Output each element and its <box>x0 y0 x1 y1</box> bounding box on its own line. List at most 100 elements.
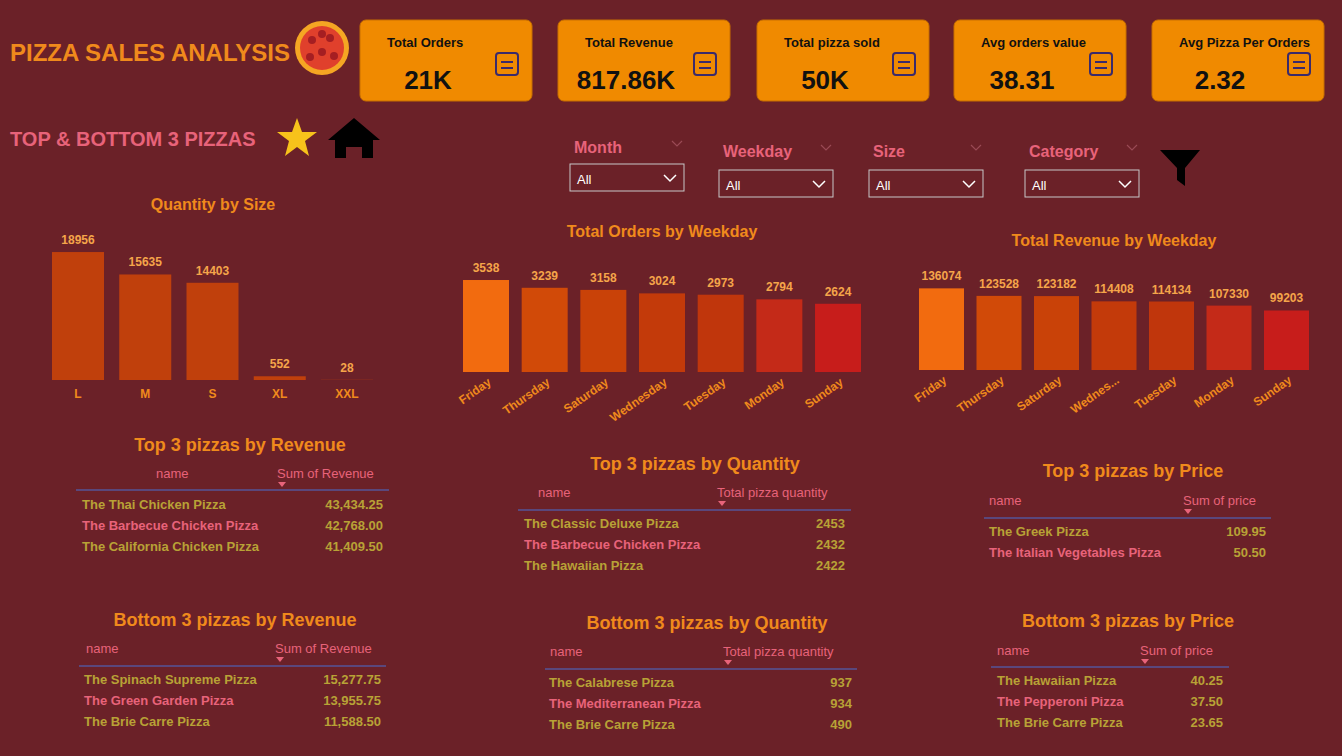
table: Bottom 3 pizzas by RevenuenameSum of Rev… <box>79 610 386 729</box>
kpi-label: Avg orders value <box>981 35 1086 50</box>
column-header: Total pizza quantity <box>723 644 834 659</box>
category-label: Sunday <box>1251 373 1295 410</box>
data-label: 99203 <box>1270 291 1304 305</box>
cell-value: 11,588.50 <box>324 714 381 729</box>
kpi-icon <box>1288 53 1310 75</box>
kpi-icon <box>893 53 915 75</box>
bar <box>919 288 964 370</box>
page-title: PIZZA SALES ANALYSIS <box>10 39 290 66</box>
data-label: 3024 <box>649 274 676 288</box>
chart-title: Total Orders by Weekday <box>567 223 758 240</box>
kpi-label: Total Revenue <box>585 35 673 50</box>
column-header: name <box>997 643 1030 658</box>
page-subtitle: TOP & BOTTOM 3 PIZZAS <box>10 128 256 150</box>
cell-value: 937 <box>830 675 852 690</box>
header-rule <box>545 668 857 669</box>
table-title: Bottom 3 pizzas by Revenue <box>113 610 356 630</box>
filter-label: Weekday <box>723 143 792 160</box>
kpi-card-bg <box>757 20 929 101</box>
bar <box>1034 296 1079 370</box>
data-label: 14403 <box>196 264 230 278</box>
filter-icon[interactable] <box>1160 150 1200 186</box>
kpi-value: 817.86K <box>577 65 676 95</box>
pepperoni <box>308 36 316 44</box>
table-title: Bottom 3 pizzas by Price <box>1022 611 1234 631</box>
cell-name: The Green Garden Pizza <box>84 693 234 708</box>
filter-chevron <box>821 145 831 150</box>
filter-box[interactable] <box>1025 170 1139 197</box>
sort-arrow <box>718 501 726 506</box>
pepperoni <box>318 48 326 56</box>
cell-value: 15,277.75 <box>323 672 381 687</box>
kpi-value: 50K <box>801 65 849 95</box>
pizza-icon <box>295 21 349 75</box>
column-header: name <box>989 493 1022 508</box>
cell-name: The Barbecue Chicken Pizza <box>524 537 701 552</box>
filter[interactable]: CategoryAll <box>1025 143 1139 197</box>
filter-box[interactable] <box>869 170 983 197</box>
kpi-label: Avg Pizza Per Orders <box>1179 35 1310 50</box>
sort-arrow <box>1184 509 1192 514</box>
filter[interactable]: SizeAll <box>869 143 983 197</box>
header-rule <box>76 489 389 490</box>
kpi-value: 2.32 <box>1195 65 1246 95</box>
kpi-icon <box>1293 61 1305 63</box>
filter[interactable]: Month All <box>570 139 684 191</box>
cell-value: 43,434.25 <box>325 497 383 512</box>
chart-title: Quantity by Size <box>151 196 276 213</box>
bar <box>580 290 626 372</box>
column-header: Sum of Revenue <box>277 466 374 481</box>
category-label: Monday <box>742 375 787 413</box>
category-label: Wednesday <box>607 375 670 425</box>
filter-value: All <box>726 178 741 193</box>
filter-chevron <box>1119 181 1131 187</box>
cell-value: 109.95 <box>1226 524 1266 539</box>
sort-arrow <box>278 482 286 487</box>
table-title: Top 3 pizzas by Quantity <box>590 454 800 474</box>
home-icon[interactable] <box>328 118 380 158</box>
data-label: 2624 <box>825 285 852 299</box>
bar-chart: Total Revenue by Weekday136074Friday1235… <box>912 232 1309 416</box>
filter-label: Category <box>1029 143 1098 160</box>
column-header: Sum of Revenue <box>275 641 372 656</box>
category-label: Monday <box>1192 373 1237 411</box>
cell-name: The Thai Chicken Pizza <box>82 497 227 512</box>
kpi-icon <box>501 67 513 69</box>
data-label: 123528 <box>979 277 1019 291</box>
filter-box[interactable] <box>570 164 684 191</box>
category-label: Saturday <box>1014 373 1064 414</box>
filter-value: All <box>577 172 592 187</box>
category-label: Sunday <box>802 375 846 412</box>
category-label: Wednes... <box>1068 373 1122 416</box>
bar <box>463 280 509 372</box>
header-rule <box>79 665 386 666</box>
kpi-card-bg <box>954 20 1126 101</box>
filter[interactable]: Weekday All <box>719 143 833 197</box>
cell-value: 23.65 <box>1190 715 1223 730</box>
category-label: M <box>140 387 150 401</box>
cell-name: The Barbecue Chicken Pizza <box>82 518 259 533</box>
data-label: 114408 <box>1094 282 1134 296</box>
column-header: name <box>156 466 189 481</box>
header-rule <box>518 509 851 510</box>
cell-value: 2432 <box>816 537 845 552</box>
bar <box>1092 301 1137 370</box>
table-title: Top 3 pizzas by Revenue <box>134 435 346 455</box>
kpi-value: 38.31 <box>989 65 1054 95</box>
category-label: Friday <box>456 375 494 407</box>
category-label: L <box>74 387 81 401</box>
kpi-card: Total Orders21K <box>360 20 532 101</box>
category-label: XXL <box>335 387 358 401</box>
cell-value: 42,768.00 <box>325 518 383 533</box>
background <box>0 0 1342 756</box>
filter-label: Month <box>574 139 622 156</box>
category-label: S <box>208 387 216 401</box>
category-label: Thursday <box>500 375 553 418</box>
data-label: 136074 <box>921 269 961 283</box>
filter-box[interactable] <box>719 170 833 197</box>
kpi-icon <box>501 61 513 63</box>
cell-value: 13,955.75 <box>323 693 381 708</box>
data-label: 3158 <box>590 271 617 285</box>
data-label: 15635 <box>129 255 163 269</box>
bar <box>698 295 744 372</box>
